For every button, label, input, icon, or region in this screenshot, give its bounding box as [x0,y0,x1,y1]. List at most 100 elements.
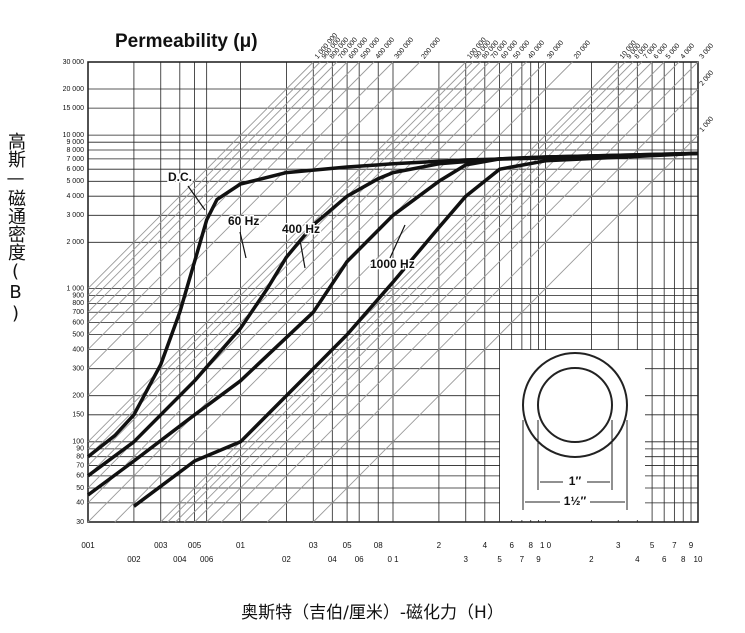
series-label: 60 Hz [228,214,259,228]
y-tick-label: 500 [72,331,84,338]
y-tick-label: 900 [72,292,84,299]
toroid-inner [537,367,613,443]
x-tick-label: 001 [81,541,95,550]
y-tick-label: 700 [72,309,84,316]
x-tick-label: 3 [464,555,469,564]
series-label: 1000 Hz [370,257,415,271]
permeability-label: 40 000 [527,39,546,60]
y-tick-label: 100 [72,439,84,446]
permeability-label: 3 000 [699,42,716,60]
bh-curve [132,151,699,508]
y-tick-label: 800 [72,300,84,307]
series-label: D.C. [168,170,192,184]
permeability-line [87,61,321,296]
permeability-line [160,61,619,523]
x-tick-label: 01 [236,541,245,550]
permeability-line [167,61,626,523]
y-tick-label: 20 000 [63,86,85,93]
x-tick-label: 10 [694,555,703,564]
x-tick-label: 003 [154,541,168,550]
x-tick-label: 006 [200,555,214,564]
permeability-line [184,61,643,523]
permeability-label: 2 000 [699,69,716,87]
x-tick-label: 002 [127,555,141,564]
x-tick-label: 7 [520,555,525,564]
permeability-line [87,61,314,289]
y-tick-label: 7 000 [66,156,84,163]
y-tick-label: 1 000 [66,285,84,292]
permeability-line [87,61,500,477]
y-tick-label: 30 [76,519,84,526]
y-tick-label: 50 [76,485,84,492]
permeability-line [175,61,634,523]
y-tick-label: 200 [72,393,84,400]
y-tick-label: 60 [76,473,84,480]
permeability-line [87,61,360,335]
x-tick-label: 3 [616,541,621,550]
x-tick-label: 7 [672,541,677,550]
y-tick-label: 150 [72,412,84,419]
permeability-line [87,61,375,350]
permeability-line [87,61,394,369]
x-axis-title: 奥斯特（吉伯/厘米）-磁化力（H） [241,603,504,623]
permeability-line [114,61,573,523]
y-tick-label: 400 [72,346,84,353]
permeability-label: 20 000 [573,39,592,60]
permeability-layer [87,61,699,523]
y-tick-label: 300 [72,366,84,373]
x-tick-label: 4 [483,541,488,550]
x-tick-label: 06 [355,555,364,564]
permeability-line [312,134,699,523]
pointer [299,239,306,269]
y-tick-label: 90 [76,446,84,453]
y-tick-label: 15 000 [63,105,85,112]
x-tick-label: 1 0 [540,541,552,550]
y-tick-label: 6 000 [66,166,84,173]
permeability-line [206,61,665,523]
x-tick-label: 005 [188,541,202,550]
x-tick-label: 6 [662,555,667,564]
x-tick-label: 004 [173,555,187,564]
series-label: 400 Hz [282,222,320,236]
x-tick-label: 5 [650,541,655,550]
x-tick-label: 9 [536,555,541,564]
curve-layer [86,151,699,508]
y-tick-label: 30 000 [63,59,85,66]
label-bg [560,495,590,509]
y-axis-title: 高斯—磁通密度(B) [5,132,26,324]
x-tick-label: 04 [328,555,337,564]
permeability-line [221,61,680,523]
y-tick-label: 4 000 [66,193,84,200]
y-tick-label: 10 000 [63,132,85,139]
permeability-label: 1 000 [699,116,716,134]
toroid-outer [522,352,628,458]
permeability-line [87,61,338,313]
inset-background [500,350,645,520]
permeability-line [87,61,329,304]
pointer [389,224,406,259]
pointer [239,231,247,259]
y-tick-label: 80 [76,454,84,461]
permeability-line [87,61,421,396]
permeability-label: 300 000 [394,37,416,61]
x-tick-label: 6 [509,541,514,550]
x-tick-label: 2 [437,541,442,550]
x-tick-label: 02 [282,555,291,564]
x-tick-label: 9 [689,541,694,550]
label-bg [563,475,587,489]
permeability-label: 30 000 [546,39,565,60]
inset-label: 1½″ [564,494,587,508]
permeability-line [87,61,490,466]
y-tick-label: 2 000 [66,239,84,246]
y-tick-label: 3 000 [66,212,84,219]
chart-title: Permeability (μ) [115,31,258,52]
permeability-label: 5 000 [665,42,682,60]
x-tick-label: 5 [497,555,502,564]
permeability-label: 4 000 [680,42,697,60]
x-tick-label: 05 [343,541,352,550]
y-tick-label: 5 000 [66,178,84,185]
y-tick-label: 9 000 [66,139,84,146]
x-tick-label: 8 [528,541,533,550]
